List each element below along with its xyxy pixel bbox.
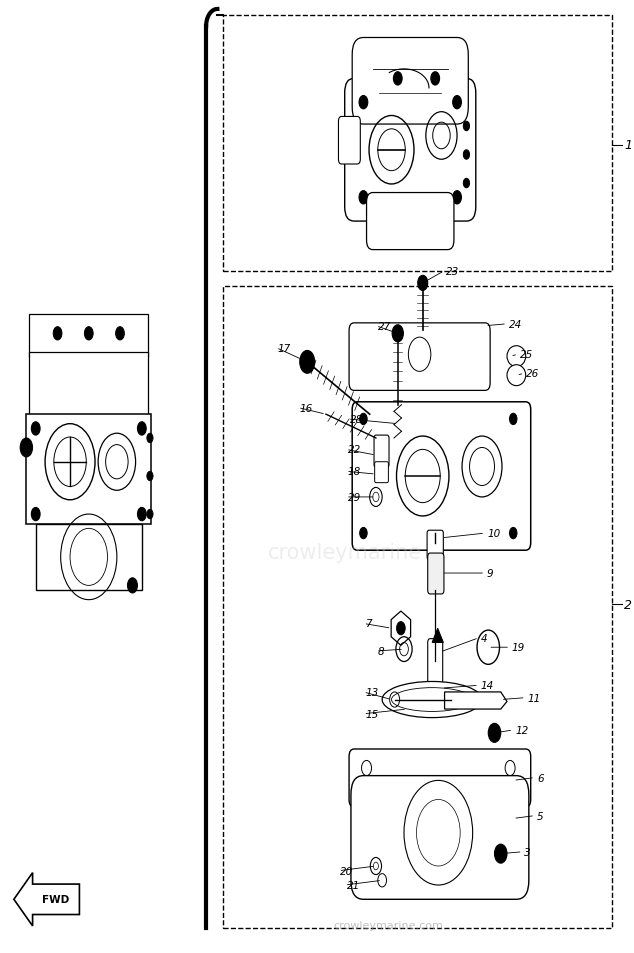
FancyBboxPatch shape	[353, 38, 469, 125]
Circle shape	[463, 179, 470, 189]
FancyBboxPatch shape	[428, 554, 444, 595]
Text: 7: 7	[365, 618, 372, 629]
Text: 3: 3	[524, 847, 531, 857]
Polygon shape	[432, 629, 443, 642]
FancyBboxPatch shape	[351, 776, 529, 900]
Text: 15: 15	[365, 709, 378, 720]
Circle shape	[495, 844, 507, 863]
Bar	[223, 15, 612, 273]
Text: 5: 5	[537, 811, 543, 821]
FancyBboxPatch shape	[427, 531, 443, 560]
Ellipse shape	[432, 683, 445, 693]
Ellipse shape	[382, 681, 482, 718]
Circle shape	[147, 510, 153, 519]
Text: 6: 6	[537, 773, 543, 782]
Bar	[27, 415, 151, 524]
Text: 29: 29	[348, 493, 361, 502]
Text: 13: 13	[365, 687, 378, 698]
Text: 25: 25	[520, 350, 533, 360]
FancyBboxPatch shape	[349, 749, 531, 807]
Text: 22: 22	[348, 445, 361, 455]
Circle shape	[463, 122, 470, 132]
Text: 4: 4	[481, 633, 488, 643]
Ellipse shape	[507, 365, 526, 386]
Text: FWD: FWD	[42, 894, 69, 904]
Circle shape	[20, 438, 32, 457]
Text: 12: 12	[515, 725, 528, 735]
Circle shape	[510, 414, 517, 425]
FancyBboxPatch shape	[339, 117, 360, 165]
Text: 21: 21	[347, 881, 360, 890]
Ellipse shape	[507, 346, 526, 367]
Circle shape	[431, 72, 439, 86]
Circle shape	[359, 528, 367, 539]
Circle shape	[31, 422, 40, 436]
Bar	[36, 524, 142, 591]
Text: 23: 23	[446, 266, 460, 276]
Circle shape	[418, 276, 428, 292]
FancyBboxPatch shape	[345, 79, 476, 222]
FancyBboxPatch shape	[349, 323, 490, 391]
Text: 20: 20	[340, 866, 354, 876]
Circle shape	[359, 192, 368, 205]
Text: 10: 10	[487, 529, 500, 538]
Circle shape	[138, 508, 146, 521]
Text: crowleymarine.com: crowleymarine.com	[333, 920, 443, 930]
FancyBboxPatch shape	[353, 402, 531, 551]
Text: 8: 8	[378, 646, 384, 657]
Text: 27: 27	[378, 321, 391, 332]
FancyBboxPatch shape	[428, 639, 443, 684]
Circle shape	[138, 422, 146, 436]
Text: 1: 1	[624, 139, 632, 152]
Text: 14: 14	[481, 680, 494, 691]
Circle shape	[147, 472, 153, 481]
Text: 11: 11	[527, 693, 541, 703]
Circle shape	[393, 72, 402, 86]
Text: 2: 2	[624, 598, 632, 611]
Text: 28: 28	[350, 415, 363, 424]
Circle shape	[392, 325, 403, 342]
Circle shape	[359, 96, 368, 110]
Circle shape	[115, 327, 124, 340]
Bar	[29, 353, 148, 419]
Text: 26: 26	[526, 369, 540, 379]
Circle shape	[359, 414, 367, 425]
FancyBboxPatch shape	[366, 193, 454, 251]
Text: 16: 16	[300, 403, 313, 413]
Ellipse shape	[392, 688, 473, 712]
Text: 24: 24	[509, 319, 522, 330]
Polygon shape	[444, 692, 507, 709]
Text: 19: 19	[512, 642, 525, 653]
Circle shape	[147, 434, 153, 443]
FancyBboxPatch shape	[374, 436, 389, 468]
Circle shape	[453, 192, 462, 205]
Circle shape	[488, 723, 501, 742]
FancyBboxPatch shape	[375, 462, 389, 483]
Text: 9: 9	[487, 568, 494, 578]
Circle shape	[510, 528, 517, 539]
Bar	[223, 287, 612, 928]
Polygon shape	[14, 873, 79, 926]
Text: 17: 17	[278, 343, 291, 354]
Text: 18: 18	[348, 467, 361, 476]
Text: crowleymarine: crowleymarine	[268, 542, 422, 562]
Circle shape	[300, 351, 314, 374]
Circle shape	[396, 622, 405, 636]
Circle shape	[84, 327, 93, 340]
Circle shape	[453, 96, 462, 110]
Circle shape	[31, 508, 40, 521]
Circle shape	[463, 151, 470, 160]
Circle shape	[127, 578, 138, 594]
Bar	[29, 314, 148, 357]
Circle shape	[53, 327, 62, 340]
